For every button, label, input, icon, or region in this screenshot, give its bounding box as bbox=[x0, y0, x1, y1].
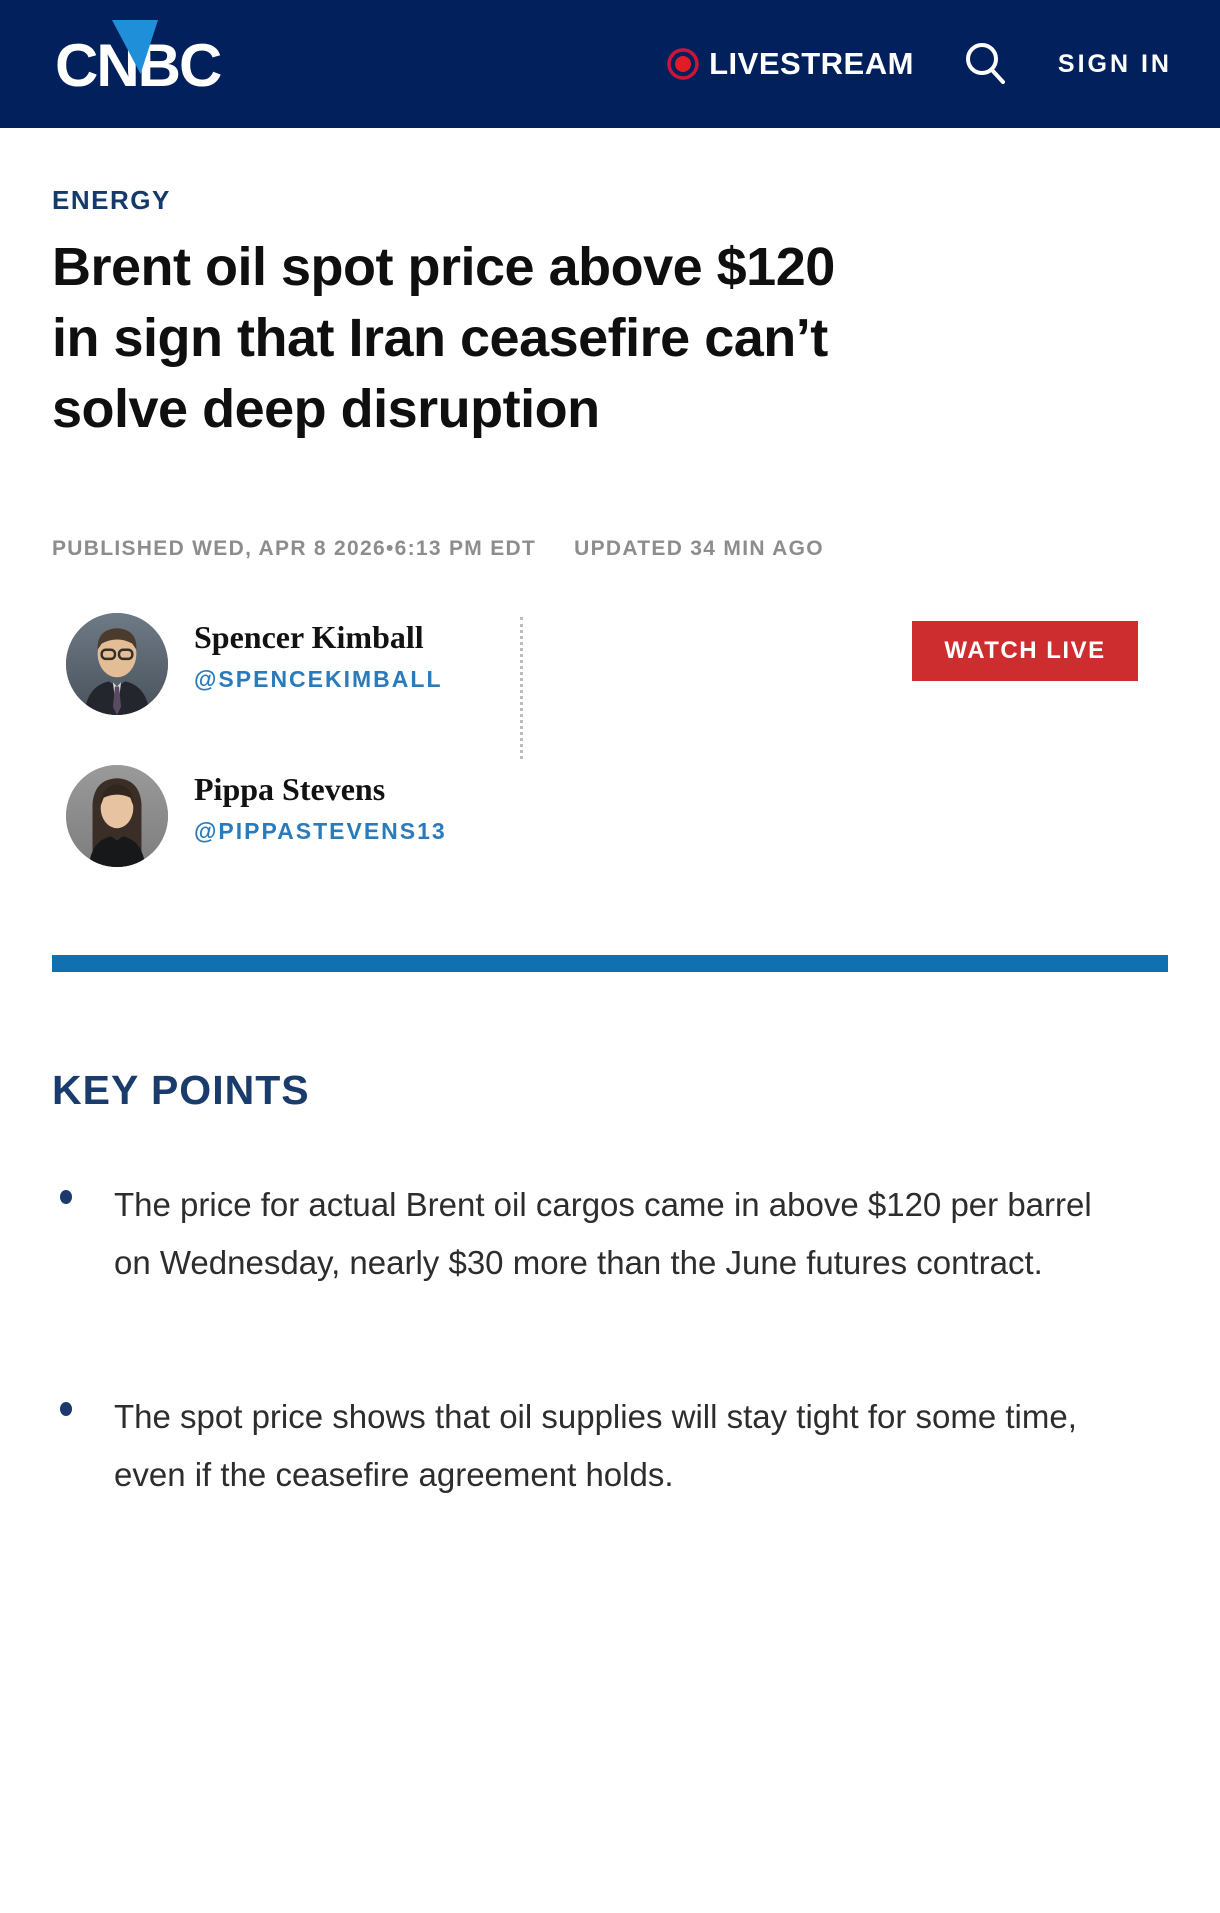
author-name[interactable]: Pippa Stevens bbox=[194, 771, 386, 807]
byline-section: Spencer Kimball @SPENCEKIMBALL WATCH LIV… bbox=[52, 613, 1168, 899]
byline-dotted-divider bbox=[520, 617, 523, 759]
key-point-text: The price for actual Brent oil cargos ca… bbox=[114, 1186, 1092, 1281]
article-meta: PUBLISHED WED, APR 8 2026•6:13 PM EDT UPD… bbox=[52, 537, 1168, 561]
top-navbar: CNBC LIVESTREAM SIGN IN bbox=[0, 0, 1220, 128]
key-point-item: The spot price shows that oil supplies w… bbox=[52, 1388, 1092, 1504]
sign-in-button[interactable]: SIGN IN bbox=[1057, 49, 1172, 78]
key-points-list: The price for actual Brent oil cargos ca… bbox=[52, 1176, 1168, 1504]
author-twitter-handle[interactable]: @SPENCEKIMBALL bbox=[194, 666, 443, 692]
author-card: Spencer Kimball @SPENCEKIMBALL bbox=[66, 613, 1168, 715]
key-point-text: The spot price shows that oil supplies w… bbox=[114, 1398, 1077, 1493]
author-twitter-handle[interactable]: @PIPPASTEVENS13 bbox=[194, 818, 447, 844]
updated-timestamp: UPDATED 34 MIN AGO bbox=[574, 537, 824, 560]
author-avatar[interactable] bbox=[66, 765, 168, 867]
author-card: Pippa Stevens @PIPPASTEVENS13 bbox=[66, 765, 1168, 867]
record-dot-icon bbox=[665, 46, 701, 82]
author-avatar[interactable] bbox=[66, 613, 168, 715]
section-link-energy[interactable]: ENERGY bbox=[52, 185, 171, 215]
article-headline: Brent oil spot price above $120 in sign … bbox=[52, 237, 835, 439]
bullet-dot-icon bbox=[60, 1402, 72, 1416]
section-divider-rule bbox=[52, 955, 1168, 972]
cnbc-logo[interactable]: CNBC bbox=[55, 20, 222, 96]
key-points-heading: KEY POINTS bbox=[52, 1067, 310, 1113]
author-info: Pippa Stevens @PIPPASTEVENS13 bbox=[194, 765, 447, 845]
navbar-actions: LIVESTREAM SIGN IN bbox=[665, 38, 1172, 90]
search-icon[interactable] bbox=[960, 38, 1012, 90]
livestream-label: LIVESTREAM bbox=[709, 46, 914, 81]
bullet-dot-icon bbox=[60, 1190, 72, 1204]
author-info: Spencer Kimball @SPENCEKIMBALL bbox=[194, 613, 443, 693]
key-point-item: The price for actual Brent oil cargos ca… bbox=[52, 1176, 1092, 1292]
published-timestamp: PUBLISHED WED, APR 8 2026•6:13 PM EDT bbox=[52, 537, 537, 560]
article-page: ENERGY Brent oil spot price above $120 i… bbox=[0, 185, 1220, 1504]
livestream-button[interactable]: LIVESTREAM bbox=[665, 46, 914, 82]
watch-live-button[interactable]: WATCH LIVE bbox=[912, 621, 1138, 681]
author-name[interactable]: Spencer Kimball bbox=[194, 619, 424, 655]
